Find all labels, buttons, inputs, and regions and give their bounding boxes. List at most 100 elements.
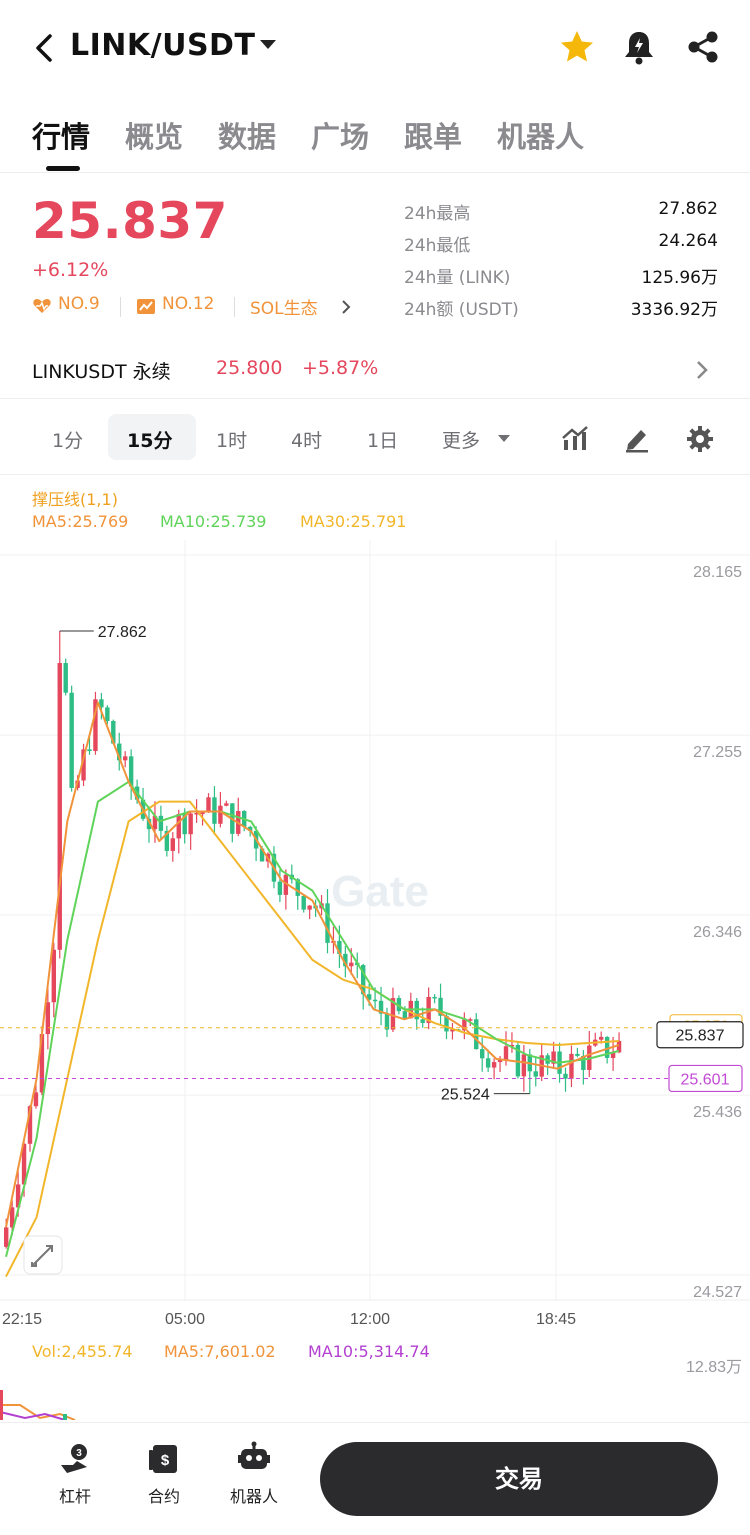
candle-body <box>33 1092 39 1107</box>
candle-body <box>111 720 116 744</box>
candle-body <box>497 1059 503 1063</box>
candle-body <box>128 756 134 787</box>
y-tick-label: 25.436 <box>693 1104 742 1121</box>
stat-turnover-value: 3336.92万 <box>630 300 718 320</box>
rank-hot[interactable]: NO.9 <box>58 294 100 314</box>
candle-body <box>485 1058 491 1068</box>
candle-body <box>57 663 62 950</box>
candle-body <box>188 813 193 835</box>
pair-title[interactable]: LINK/USDT <box>70 28 256 63</box>
draw-icon[interactable] <box>622 424 652 454</box>
candle-body <box>93 699 98 752</box>
candle-body <box>206 797 211 813</box>
interval-15m[interactable]: 15分 <box>127 430 173 452</box>
ma5-legend: MA5:25.769 <box>32 512 129 531</box>
candle-body <box>15 1184 21 1208</box>
interval-4h[interactable]: 4时 <box>291 430 323 452</box>
tab-market[interactable]: 行情 <box>32 120 91 154</box>
x-axis-labels: 22:15 05:00 12:00 18:45 <box>0 1299 750 1328</box>
candle-body <box>533 1071 538 1077</box>
svg-text:3: 3 <box>76 1448 82 1459</box>
candle-body <box>616 1040 622 1053</box>
candle-body <box>176 813 181 839</box>
candle-body <box>21 1143 27 1185</box>
high-marker-label: 27.862 <box>98 624 147 641</box>
ma10-line <box>5 780 620 1258</box>
settings-icon[interactable] <box>685 424 715 454</box>
candle-body <box>325 903 330 943</box>
candle-body <box>396 998 402 1012</box>
divider <box>0 172 750 173</box>
y-tick-label: 24.527 <box>693 1284 742 1301</box>
x-tick-label: 18:45 <box>536 1311 576 1328</box>
candle-body <box>599 1036 604 1040</box>
candle-body <box>247 826 253 831</box>
indicator-legend: 撑压线(1,1) <box>32 490 118 509</box>
current-price-tag: 25.837 <box>676 1028 725 1045</box>
ma30-legend: MA30:25.791 <box>300 512 407 531</box>
candle-body <box>575 1053 580 1056</box>
futures-icon: $ <box>149 1445 177 1473</box>
svg-text:$: $ <box>161 1452 170 1469</box>
candle-body <box>283 874 289 895</box>
interval-1m[interactable]: 1分 <box>52 430 84 452</box>
volume-ma10-line <box>0 1411 66 1420</box>
candle-body <box>509 1044 515 1047</box>
candle-body <box>51 949 56 1003</box>
last-price: 25.837 <box>32 192 228 250</box>
candle-body <box>462 1019 467 1031</box>
volume-bar <box>63 1414 67 1420</box>
caret-down-icon[interactable] <box>498 435 510 442</box>
candle-body <box>45 1002 51 1035</box>
alert-bell-icon[interactable] <box>620 28 658 66</box>
current-price-tag-bg <box>656 1021 744 1049</box>
tab-overview[interactable]: 概览 <box>125 120 184 154</box>
volume-ma5-legend: MA5:7,601.02 <box>164 1342 276 1361</box>
candle-body <box>444 1015 449 1032</box>
volume-bar <box>0 1390 3 1420</box>
trade-button[interactable]: 交易 <box>320 1442 718 1516</box>
ecosystem-tag[interactable]: SOL生态 <box>250 299 318 319</box>
tab-copy-trading[interactable]: 跟单 <box>404 120 463 154</box>
star-icon[interactable] <box>558 28 596 66</box>
nav-leverage[interactable]: 3 杠杆 <box>45 1441 105 1507</box>
rank-gainers[interactable]: NO.12 <box>162 294 215 314</box>
candlestick-chart[interactable]: Gate 28.165 27.255 26.346 25.436 24.527 27.8… <box>0 540 750 1420</box>
candle-body <box>521 1054 527 1077</box>
tab-bots[interactable]: 机器人 <box>497 120 585 154</box>
caret-down-icon[interactable] <box>260 40 276 49</box>
candle-body <box>604 1036 610 1058</box>
tab-square[interactable]: 广场 <box>311 120 370 154</box>
candle-body <box>81 749 86 781</box>
volume-ma10-legend: MA10:5,314.74 <box>308 1342 430 1361</box>
candle-body <box>366 994 372 1000</box>
volume-area: 12.83万 <box>0 1359 742 1420</box>
candle-body <box>384 1013 390 1030</box>
candle-body <box>164 830 170 851</box>
interval-1h[interactable]: 1时 <box>216 430 248 452</box>
tab-data[interactable]: 数据 <box>218 120 277 154</box>
chart-grid <box>0 540 750 1300</box>
perpetual-change: +5.87% <box>302 357 379 379</box>
candle-body <box>432 996 437 999</box>
leverage-icon: 3 <box>61 1444 87 1473</box>
x-tick-label: 05:00 <box>165 1311 205 1328</box>
indicator-icon[interactable] <box>560 424 590 454</box>
candle-body <box>301 895 306 910</box>
candle-body <box>610 1052 616 1058</box>
candle-body <box>343 953 348 967</box>
perpetual-name: LINKUSDT 永续 <box>32 361 171 383</box>
candle-body <box>438 997 443 1016</box>
chevron-right-icon[interactable] <box>692 358 712 382</box>
interval-1d[interactable]: 1日 <box>367 430 399 452</box>
interval-more[interactable]: 更多 <box>442 430 481 452</box>
nav-futures[interactable]: $ 合约 <box>134 1441 194 1507</box>
perpetual-row[interactable]: LINKUSDT 永续 25.800 +5.87% <box>0 340 750 398</box>
candle-body <box>63 663 68 693</box>
chevron-right-icon[interactable] <box>340 298 352 316</box>
candle-body <box>117 743 122 761</box>
back-icon[interactable] <box>28 28 60 68</box>
candle-body <box>390 998 396 1030</box>
nav-robot[interactable]: 机器人 <box>224 1441 284 1507</box>
share-icon[interactable] <box>684 28 722 66</box>
